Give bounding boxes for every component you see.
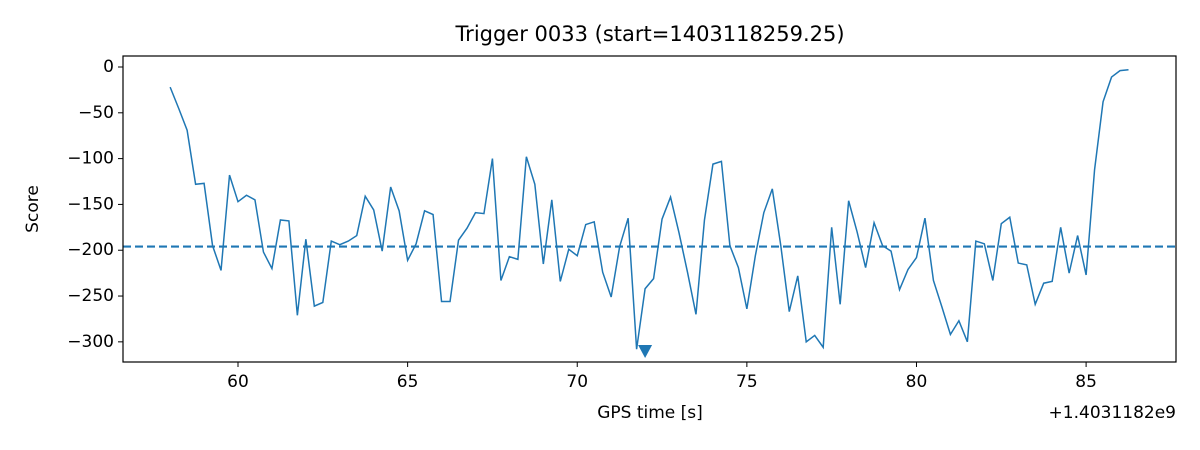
marker xyxy=(638,345,653,359)
y-tick-label: −50 xyxy=(78,103,114,123)
x-tick-label: 60 xyxy=(227,372,249,392)
plot-frame xyxy=(122,55,1177,363)
y-tick-label: −200 xyxy=(67,240,114,260)
x-tick-label: 65 xyxy=(397,372,419,392)
y-tick-label: −100 xyxy=(67,149,114,169)
x-axis-label: GPS time [s] xyxy=(597,403,703,423)
chart-title: Trigger 0033 (start=1403118259.25) xyxy=(454,22,844,46)
x-tick-label: 70 xyxy=(566,372,588,392)
y-tick-label: −250 xyxy=(67,286,114,306)
x-tick-label: 85 xyxy=(1075,372,1097,392)
x-offset-label: +1.4031182e9 xyxy=(1049,403,1176,423)
x-tick-label: 80 xyxy=(906,372,928,392)
y-axis-label: Score xyxy=(23,185,43,233)
series-line xyxy=(169,68,1129,350)
y-tick-label: −300 xyxy=(67,332,114,352)
y-tick-label: −150 xyxy=(67,194,114,214)
y-tick-label: 0 xyxy=(103,57,114,77)
x-tick-label: 75 xyxy=(736,372,758,392)
